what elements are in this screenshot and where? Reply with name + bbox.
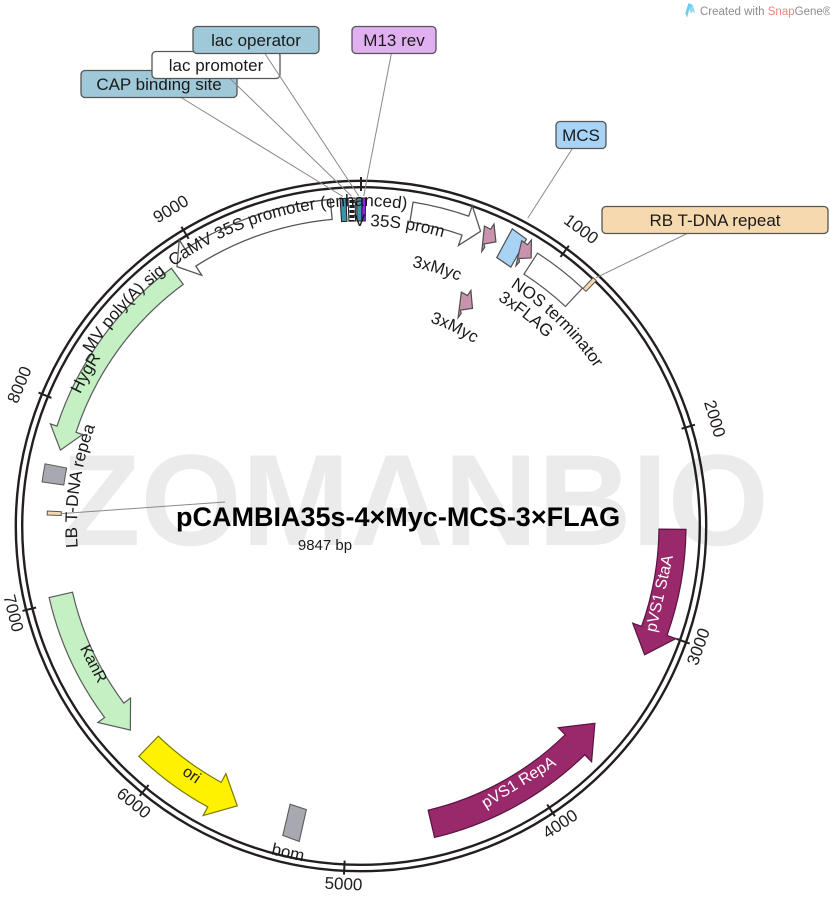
svg-text:3xMyc: 3xMyc xyxy=(411,252,465,284)
svg-text:3000: 3000 xyxy=(683,626,714,668)
svg-text:lac operator: lac operator xyxy=(211,31,301,50)
svg-text:1000: 1000 xyxy=(560,210,602,248)
svg-text:9847 bp: 9847 bp xyxy=(298,537,352,554)
svg-text:pCAMBIA35s-4×Myc-MCS-3×FLAG: pCAMBIA35s-4×Myc-MCS-3×FLAG xyxy=(176,502,620,532)
svg-text:RB T-DNA repeat: RB T-DNA repeat xyxy=(649,211,780,230)
svg-text:9000: 9000 xyxy=(150,191,192,227)
svg-text:M13 rev: M13 rev xyxy=(363,31,425,50)
svg-text:5000: 5000 xyxy=(324,874,363,895)
svg-text:Created with SnapGene®: Created with SnapGene® xyxy=(700,6,830,18)
svg-text:MCS: MCS xyxy=(562,126,600,145)
svg-text:lac promoter: lac promoter xyxy=(169,56,264,75)
svg-text:3xMyc: 3xMyc xyxy=(428,308,482,347)
svg-text:8000: 8000 xyxy=(4,364,36,406)
